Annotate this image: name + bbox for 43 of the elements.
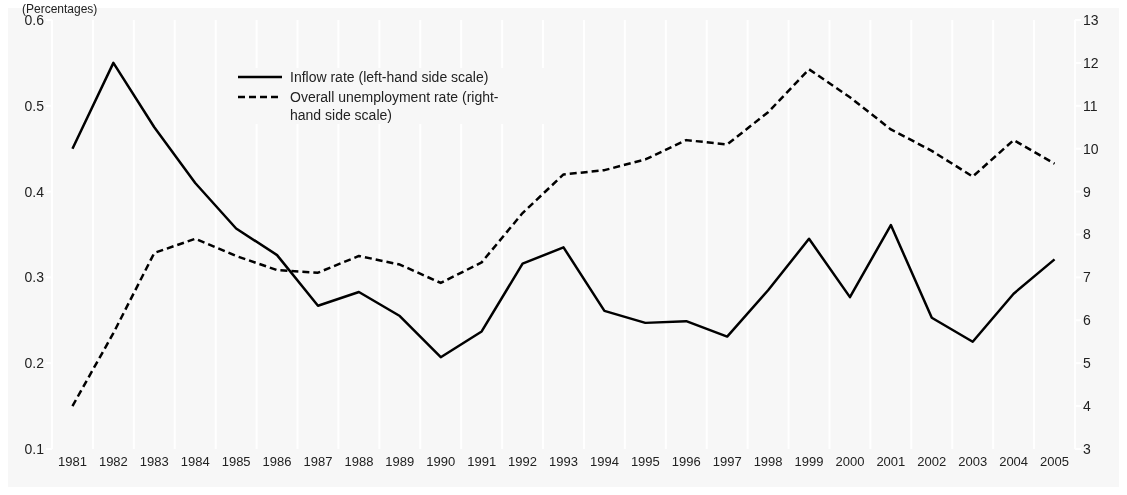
y-tick-label: 0.3 [24, 269, 45, 286]
x-tick-label: 1998 [753, 454, 783, 470]
x-tick-label: 1995 [630, 454, 660, 470]
y2-tick-label: 12 [1083, 54, 1099, 71]
x-tick-label: 1984 [180, 454, 210, 470]
x-tick-label: 1983 [139, 454, 169, 470]
y-tick-label: 0.1 [24, 440, 45, 457]
x-tick-label: 2001 [876, 454, 906, 470]
y2-tick-label: 13 [1083, 11, 1099, 28]
x-tick-label: 2000 [835, 454, 865, 470]
legend-label: Inflow rate (left-hand side scale) [290, 68, 489, 86]
x-tick-label: 1981 [58, 454, 87, 470]
x-tick-label: 1999 [794, 454, 824, 470]
x-tick-label: 1985 [221, 454, 251, 470]
x-tick-label: 1997 [712, 454, 742, 470]
x-tick-label: 1987 [303, 454, 333, 470]
x-tick-label: 1996 [671, 454, 701, 470]
x-tick-label: 1989 [385, 454, 415, 470]
x-tick-label: 1991 [467, 454, 497, 470]
x-tick-label: 1988 [344, 454, 374, 470]
x-tick-label: 1993 [549, 454, 578, 470]
x-tick-label: 1986 [262, 454, 292, 470]
y-tick-label: 0.4 [24, 183, 45, 200]
y2-tick-label: 5 [1083, 355, 1091, 372]
y2-tick-label: 8 [1083, 226, 1091, 243]
y2-tick-label: 9 [1083, 183, 1091, 200]
x-tick-label: 2003 [958, 454, 988, 470]
y2-tick-label: 7 [1083, 269, 1091, 286]
y2-tick-label: 3 [1083, 440, 1091, 457]
y2-tick-label: 10 [1083, 140, 1099, 157]
x-tick-label: 1990 [426, 454, 456, 470]
y2-tick-label: 4 [1083, 398, 1091, 415]
x-tick-label: 1994 [589, 454, 619, 470]
x-tick-label: 2002 [917, 454, 947, 470]
y2-tick-label: 6 [1083, 312, 1091, 329]
legend-label: Overall unemployment rate (right-hand side scale) [290, 88, 500, 124]
y2-tick-label: 11 [1083, 97, 1098, 114]
x-tick-label: 2005 [1040, 454, 1069, 470]
x-tick-label: 1992 [508, 454, 538, 470]
x-tick-label: 1982 [98, 454, 128, 470]
y-tick-label: 0.2 [24, 355, 45, 372]
x-tick-label: 2004 [999, 454, 1029, 470]
y-tick-label: 0.5 [24, 97, 45, 114]
